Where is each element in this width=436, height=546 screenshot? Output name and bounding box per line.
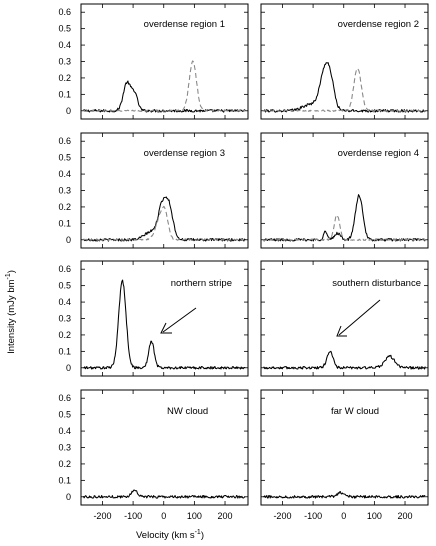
panel: -200 -100 0 100 200 far W cloud [260, 389, 429, 521]
panel: overdense region 4 [260, 132, 429, 249]
x-tick-label: 100 [187, 511, 202, 521]
spectrum-solid [83, 196, 246, 242]
panel-frame [80, 389, 249, 506]
x-tick-label: 0 [341, 511, 346, 521]
y-tick-label: 0.4 [58, 169, 71, 179]
x-axis-title-tail: ) [201, 530, 204, 541]
spectrum-dashed [83, 60, 246, 112]
spectrum-solid [263, 194, 426, 242]
y-tick-label: 0.3 [58, 186, 71, 196]
panel-label: overdense region 3 [144, 148, 225, 159]
y-tick-label: 0.4 [58, 297, 71, 307]
y-tick-label: 0.6 [58, 7, 71, 17]
y-tick-label: 0.2 [58, 73, 71, 83]
arrow-southern-disturbance-shaft [338, 299, 381, 336]
arrow-northern-stripe-shaft [162, 307, 197, 333]
panel-label: southern disturbance [332, 278, 421, 289]
y-tick-label: 0 [66, 492, 71, 502]
spectrum-dashed [263, 67, 426, 112]
panel-label: overdense region 2 [338, 19, 419, 30]
y-tick-label: 0.5 [58, 24, 71, 34]
y-tick-label: 0.6 [58, 136, 71, 146]
x-tick-label: 200 [218, 511, 233, 521]
x-tick-label: 0 [161, 511, 166, 521]
panel-label: overdense region 4 [338, 148, 419, 159]
panel: 0 0.1 0.2 0.3 0.4 0.5 0.6 -200 -100 0 100 200 NW clo… [58, 389, 249, 521]
spectrum-solid [83, 279, 246, 370]
y-tick-label: 0.1 [58, 346, 71, 356]
x-axis-title-sup: -1 [195, 529, 201, 536]
panel: overdense region 2 [260, 3, 429, 120]
spectrum-solid [83, 489, 246, 499]
y-tick-label: 0.3 [58, 57, 71, 67]
y-tick-label: 0 [66, 363, 71, 373]
y-tick-label: 0.5 [58, 410, 71, 420]
panel: southern disturbance [260, 260, 429, 377]
arrow-northern-stripe [160, 307, 197, 334]
y-tick-label: 0.4 [58, 40, 71, 50]
y-tick-label: 0.3 [58, 314, 71, 324]
x-tick-label: -100 [304, 511, 322, 521]
spectrum-solid [263, 62, 426, 113]
arrow-southern-disturbance [336, 299, 381, 337]
spectrum-solid [263, 490, 426, 499]
x-tick-label: 100 [367, 511, 382, 521]
spectrum-solid [263, 350, 426, 370]
y-tick-label: 0 [66, 106, 71, 116]
y-tick-label: 0.2 [58, 202, 71, 212]
panel: 0 0.1 0.2 0.3 0.4 0.5 0.6 overdense region 3 [58, 132, 249, 249]
y-axis-title: Intensity (mJy bm-1) [5, 270, 17, 354]
y-tick-label: 0.2 [58, 459, 71, 469]
panel-label: far W cloud [331, 406, 379, 417]
y-tick-label: 0.1 [58, 89, 71, 99]
y-tick-label: 0.1 [58, 218, 71, 228]
y-tick-label: 0 [66, 235, 71, 245]
panel-label: overdense region 1 [144, 19, 225, 30]
spectrum-solid [83, 80, 246, 113]
y-tick-label: 0.4 [58, 426, 71, 436]
y-tick-label: 0.3 [58, 443, 71, 453]
arrow-southern-disturbance-head [336, 325, 347, 337]
spectrum-dashed [83, 205, 246, 241]
panel-label: NW cloud [167, 406, 208, 417]
y-tick-label: 0.1 [58, 475, 71, 485]
y-tick-label: 0.5 [58, 153, 71, 163]
y-tick-label: 0.6 [58, 264, 71, 274]
y-tick-label: 0.5 [58, 281, 71, 291]
panel: 0 0.1 0.2 0.3 0.4 0.5 0.6 overdense region 1 [58, 3, 249, 120]
y-axis-title-tail: ) [6, 270, 17, 273]
panel-label: northern stripe [171, 278, 232, 289]
y-axis-title-sup: -1 [5, 273, 12, 279]
x-tick-label: -200 [273, 511, 291, 521]
x-tick-label: -100 [124, 511, 142, 521]
x-tick-label: 200 [398, 511, 413, 521]
y-tick-label: 0.6 [58, 393, 71, 403]
x-axis-title-main: Velocity (km s [136, 530, 195, 541]
panel: 0 0.1 0.2 0.3 0.4 0.5 0.6 northern stripe [58, 260, 249, 377]
x-tick-label: -200 [93, 511, 111, 521]
spectrum-dashed [263, 214, 426, 241]
x-axis-title: Velocity (km s-1) [136, 529, 204, 541]
y-tick-label: 0.2 [58, 330, 71, 340]
y-axis-title-main: Intensity (mJy bm [6, 279, 17, 354]
arrow-northern-stripe-head [160, 322, 172, 334]
